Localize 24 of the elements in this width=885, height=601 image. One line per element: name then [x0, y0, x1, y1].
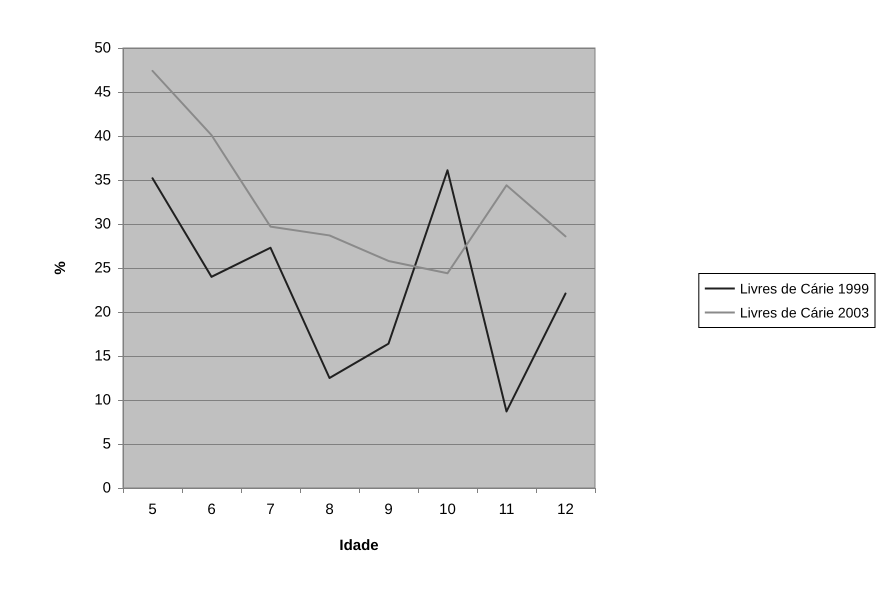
- x-tick-label: 6: [207, 501, 216, 518]
- x-tick-label: 12: [557, 501, 574, 518]
- y-tick-label: 5: [102, 436, 111, 452]
- x-tick-label: 10: [439, 501, 456, 518]
- y-tick-label: 10: [94, 392, 111, 408]
- y-axis-title: %: [52, 261, 69, 275]
- y-tick-label: 40: [94, 128, 111, 144]
- x-axis-title: Idade: [339, 537, 379, 554]
- legend-label: Livres de Cárie 1999: [740, 280, 870, 296]
- x-tick-label: 9: [384, 501, 393, 518]
- y-tick-label: 15: [94, 348, 111, 364]
- x-tick-label: 7: [266, 501, 275, 518]
- y-tick-label: 0: [102, 480, 111, 496]
- y-tick-label: 50: [94, 40, 111, 56]
- legend-label: Livres de Cárie 2003: [740, 304, 870, 320]
- y-tick-label: 30: [94, 216, 111, 232]
- line-series: [152, 169, 566, 412]
- y-tick-label: 35: [94, 172, 111, 188]
- y-tick-label: 25: [94, 260, 111, 276]
- x-tick-label: 8: [325, 501, 334, 518]
- x-tick-label: 5: [148, 501, 157, 518]
- y-tick-label: 20: [94, 304, 111, 320]
- x-tick-label: 11: [498, 501, 514, 518]
- y-tick-label: 45: [94, 84, 111, 100]
